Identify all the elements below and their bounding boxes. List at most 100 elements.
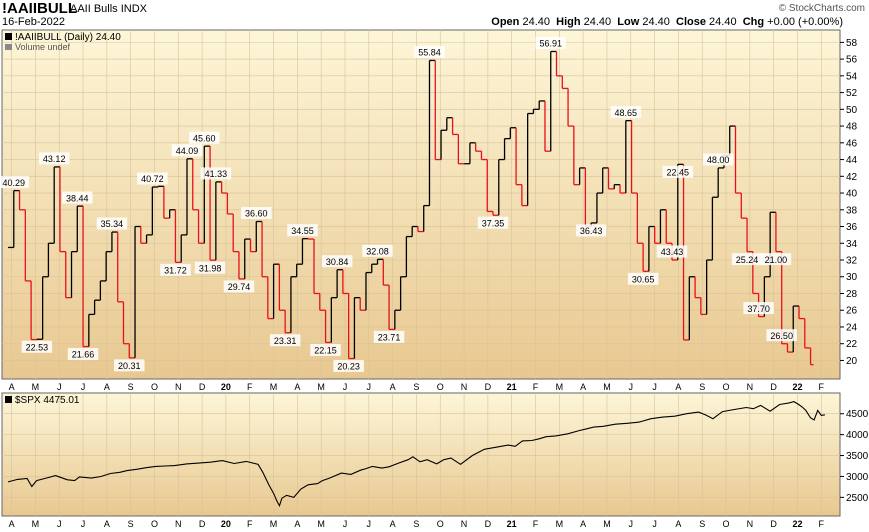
x-tick-label: M bbox=[603, 382, 611, 392]
data-label-bg bbox=[241, 206, 272, 219]
x-tick-label: A bbox=[104, 519, 110, 529]
data-label: 25.24 bbox=[736, 255, 759, 265]
data-label-bg bbox=[96, 217, 128, 230]
x-tick-label: S bbox=[699, 519, 705, 529]
legend-text: !AAIIBULL (Daily) 24.40 bbox=[15, 32, 121, 43]
low-value: 24.40 bbox=[642, 16, 670, 28]
y-tick-label: 30 bbox=[846, 272, 858, 283]
data-label: 40.29 bbox=[3, 178, 26, 188]
x-tick-label: S bbox=[413, 382, 419, 392]
x-tick-label: J bbox=[629, 519, 634, 529]
data-label: 29.74 bbox=[228, 282, 251, 292]
data-label: 48.00 bbox=[707, 155, 730, 165]
x-tick-label: S bbox=[128, 519, 134, 529]
x-tick-label: 20 bbox=[221, 382, 231, 392]
x-tick-label: D bbox=[770, 382, 777, 392]
spx-line bbox=[7, 401, 825, 508]
data-label: 21.00 bbox=[765, 255, 788, 265]
x-tick-label: A bbox=[294, 382, 300, 392]
data-label: 32.08 bbox=[366, 247, 389, 257]
x-tick-label: M bbox=[32, 519, 40, 529]
data-label-bg bbox=[171, 144, 203, 157]
x-tick-label: M bbox=[317, 382, 325, 392]
y-tick-label: 34 bbox=[846, 239, 858, 250]
data-label-bg bbox=[575, 224, 607, 237]
data-label-bg bbox=[62, 191, 93, 204]
data-label: 31.98 bbox=[199, 263, 222, 273]
data-label: 44.09 bbox=[176, 146, 199, 156]
x-tick-label: M bbox=[603, 519, 611, 529]
data-label: 37.35 bbox=[482, 218, 505, 228]
x-tick-label: A bbox=[580, 519, 586, 529]
x-tick-label: F bbox=[533, 519, 539, 529]
x-tick-label: N bbox=[175, 519, 182, 529]
data-label: 45.60 bbox=[193, 133, 216, 143]
data-label-bg bbox=[414, 45, 445, 58]
data-label: 22.15 bbox=[314, 346, 337, 356]
ohlc-readout: Open 24.40 High 24.40 Low 24.40 Close 24… bbox=[491, 16, 843, 28]
high-value: 24.40 bbox=[583, 16, 612, 28]
x-tick-label: J bbox=[57, 382, 62, 392]
x-tick-label: 21 bbox=[507, 519, 517, 529]
data-label-bg bbox=[731, 253, 763, 266]
low-label: Low bbox=[617, 16, 640, 28]
x-tick-label: J bbox=[367, 519, 372, 529]
y-tick-label: 22 bbox=[846, 339, 858, 350]
open-value: 24.40 bbox=[522, 16, 550, 28]
data-label-bg bbox=[194, 261, 226, 274]
x-tick-label: J bbox=[343, 519, 348, 529]
x-tick-label: M bbox=[270, 382, 278, 392]
data-label-bg bbox=[321, 255, 353, 268]
data-label-bg bbox=[189, 131, 220, 144]
data-label-bg bbox=[627, 272, 659, 285]
data-label: 23.71 bbox=[378, 333, 401, 343]
x-tick-label: D bbox=[485, 382, 492, 392]
x-tick-label: F bbox=[247, 382, 253, 392]
x-tick-label: 22 bbox=[792, 519, 802, 529]
y-tick-label: 42 bbox=[846, 172, 858, 183]
x-tick-label: S bbox=[128, 382, 134, 392]
x-tick-label: J bbox=[652, 519, 657, 529]
data-label: 22.45 bbox=[667, 168, 690, 178]
x-tick-label: 21 bbox=[507, 382, 517, 392]
x-tick-label: F bbox=[247, 519, 253, 529]
data-label-bg bbox=[67, 348, 99, 361]
data-label: 30.84 bbox=[326, 257, 349, 267]
data-label: 41.33 bbox=[205, 169, 228, 179]
y-tick-label: 4500 bbox=[846, 409, 869, 420]
data-label: 31.72 bbox=[164, 266, 187, 276]
y-tick-label: 40 bbox=[846, 189, 858, 200]
x-tick-label: 20 bbox=[221, 519, 231, 529]
spx-legend-text: $SPX 4475.01 bbox=[15, 395, 80, 406]
data-label-bg bbox=[362, 244, 393, 257]
data-label-bg bbox=[535, 36, 566, 49]
y-tick-label: 3500 bbox=[846, 451, 869, 462]
x-tick-label: J bbox=[367, 382, 372, 392]
y-tick-label: 3000 bbox=[846, 472, 869, 483]
data-label-bg bbox=[21, 340, 53, 353]
x-tick-label: J bbox=[57, 519, 62, 529]
data-label: 40.72 bbox=[141, 174, 164, 184]
data-label-bg bbox=[0, 176, 30, 189]
data-label-bg bbox=[200, 167, 232, 180]
x-tick-label: J bbox=[652, 382, 657, 392]
data-label-bg bbox=[766, 329, 797, 342]
x-tick-label: A bbox=[675, 382, 681, 392]
x-tick-label: N bbox=[461, 382, 468, 392]
data-label: 22.53 bbox=[26, 342, 49, 352]
data-label-bg bbox=[656, 245, 688, 258]
x-tick-label: M bbox=[270, 519, 278, 529]
data-label-bg bbox=[477, 216, 509, 229]
y-tick-label: 2500 bbox=[846, 493, 869, 504]
data-label: 36.43 bbox=[580, 226, 603, 236]
x-tick-label: M bbox=[32, 382, 40, 392]
symbol-description: AAII Bulls INDX bbox=[70, 3, 148, 15]
legend-swatch bbox=[5, 396, 12, 403]
data-label: 20.31 bbox=[118, 361, 141, 371]
data-label-bg bbox=[662, 165, 694, 178]
data-label-bg bbox=[743, 302, 774, 315]
data-label-bg bbox=[760, 253, 792, 266]
data-label: 36.60 bbox=[245, 209, 268, 219]
data-label-bg bbox=[269, 334, 301, 347]
